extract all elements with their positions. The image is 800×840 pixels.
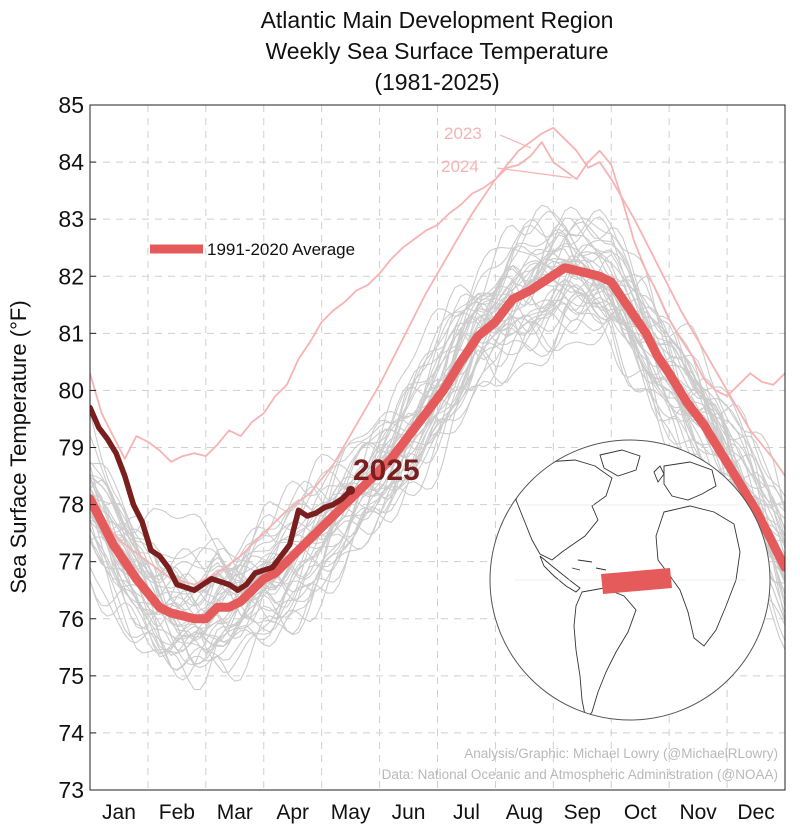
historical-year-line — [90, 231, 785, 587]
y-tick-label-4: 77 — [58, 549, 84, 575]
series-line-1991-2020-average — [90, 263, 785, 624]
y-tick-label-12: 85 — [58, 92, 84, 118]
y-tick-label-9: 82 — [58, 263, 84, 289]
globe-africa — [655, 505, 741, 647]
historical-year-line — [90, 239, 785, 666]
y-tick-label-0: 73 — [58, 777, 84, 803]
credit-line-2: Data: National Oceanic and Atmospheric A… — [382, 767, 778, 782]
historical-year-line — [90, 263, 785, 589]
globe-europe — [663, 461, 717, 501]
historical-year-line — [90, 206, 785, 613]
chart-title-line-1: Atlantic Main Development Region — [261, 7, 614, 33]
legend: 1991-2020 Average — [150, 240, 355, 259]
y-tick-label-1: 74 — [58, 720, 84, 746]
y-tick-label-6: 79 — [58, 435, 84, 461]
historical-year-line — [90, 291, 785, 624]
y-tick-label-7: 80 — [58, 377, 84, 403]
x-tick-label-3: Apr — [276, 801, 309, 824]
chart-title: Atlantic Main Development Region Weekly … — [261, 7, 614, 95]
globe-central-america — [539, 555, 581, 593]
globe-north-america — [515, 459, 613, 561]
globe-uk — [653, 465, 665, 483]
x-tick-label-11: Dec — [737, 801, 774, 824]
x-tick-label-7: Aug — [506, 801, 543, 824]
x-tick-label-6: Jul — [453, 801, 480, 824]
series-2025-end-marker — [346, 485, 356, 495]
y-tick-label-11: 84 — [58, 149, 84, 175]
y-tick-label-5: 78 — [58, 492, 84, 518]
mdr-region-box — [601, 568, 672, 594]
y-tick-label-3: 76 — [58, 606, 84, 632]
annotation-2023-leader — [499, 134, 532, 149]
legend-average-label: 1991-2020 Average — [207, 240, 355, 259]
x-tick-label-4: May — [331, 801, 371, 824]
x-tick-label-2: Mar — [217, 801, 253, 824]
x-tick-label-1: Feb — [159, 801, 195, 824]
annotation-2024-leader — [496, 167, 573, 179]
y-tick-label-10: 83 — [58, 206, 84, 232]
credit-line-1: Analysis/Graphic: Michael Lowry (@Michae… — [464, 746, 778, 761]
y-tick-label-8: 81 — [58, 320, 84, 346]
globe-caribbean — [571, 559, 607, 571]
series-line-2024 — [90, 141, 785, 463]
annotation-2024: 2024 — [441, 157, 479, 176]
x-tick-label-10: Nov — [679, 801, 717, 824]
y-axis-label: Sea Surface Temperature (°F) — [6, 300, 31, 593]
chart-title-line-2: Weekly Sea Surface Temperature — [265, 38, 608, 64]
historical-year-line — [90, 245, 785, 589]
globe-inset-map — [489, 439, 771, 721]
annotations: 2023 2024 2025 — [353, 124, 573, 487]
historical-year-line — [90, 275, 785, 665]
historical-year-line — [90, 259, 785, 681]
credits: Analysis/Graphic: Michael Lowry (@Michae… — [382, 746, 778, 782]
x-tick-label-5: Jun — [392, 801, 426, 824]
globe-south-america — [573, 587, 637, 720]
y-tick-label-2: 75 — [58, 663, 84, 689]
x-tick-label-9: Oct — [624, 801, 657, 824]
x-tick-label-0: Jan — [102, 801, 136, 824]
x-tick-label-8: Sep — [564, 801, 601, 824]
series-line-2025 — [90, 404, 354, 593]
y-ticks: 73 74 75 76 77 78 79 80 81 82 83 84 85 — [58, 92, 96, 803]
globe-greenland — [599, 449, 641, 477]
x-ticks: Jan Feb Mar Apr May Jun Jul Aug Sep Oct Nov Dec — [102, 801, 775, 824]
chart-title-line-3: (1981-2025) — [374, 69, 499, 95]
annotation-2023: 2023 — [444, 124, 482, 143]
annotation-2025: 2025 — [353, 454, 420, 487]
series-layer — [90, 126, 785, 624]
